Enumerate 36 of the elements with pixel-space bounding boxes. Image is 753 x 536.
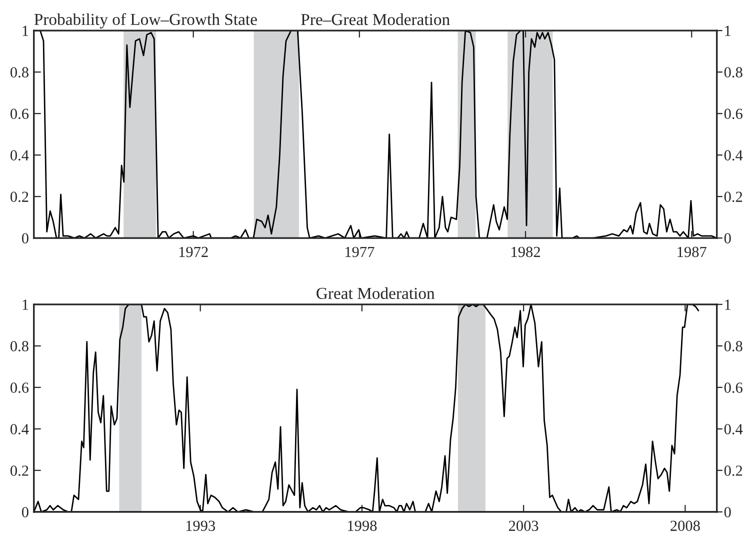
y-tick-label: 1 (22, 300, 28, 310)
y2-tick-label: 0.4 (724, 424, 743, 434)
y-tick-label: 0 (22, 233, 28, 244)
line-series (34, 304, 700, 512)
y2-tick-label: 0.6 (724, 108, 742, 120)
x-tick-label: 1998 (348, 520, 377, 531)
x-tick-label: 1982 (512, 246, 540, 258)
chart-title: Pre–Great Moderation (301, 13, 450, 26)
x-tick-label: 1993 (186, 520, 216, 531)
x-tick-label: 1972 (179, 246, 208, 258)
chart-title: Great Moderation (316, 287, 435, 300)
y2-tick-label: 1 (725, 26, 731, 36)
y2-tick-label: 1 (725, 300, 731, 310)
y2-tick-label: 0.8 (724, 341, 742, 352)
y2-tick-label: 0 (724, 507, 731, 518)
x-tick-label: 1977 (345, 246, 374, 258)
y-tick-label: 0.8 (10, 341, 28, 352)
y-tick-label: 1 (22, 26, 28, 36)
y2-tick-label: 0.8 (724, 67, 742, 78)
y-tick-label: 0.6 (10, 108, 29, 120)
x-tick-label: 2003 (508, 520, 538, 531)
x-tick-label: 1987 (678, 246, 706, 258)
y-tick-label: 0 (22, 507, 28, 518)
x-tick-label: 2008 (670, 520, 700, 531)
y2-tick-label: 0.2 (724, 466, 742, 476)
y2-tick-label: 0.4 (724, 150, 743, 161)
y-tick-label: 0.6 (10, 382, 29, 393)
y-tick-label: 0.8 (10, 67, 28, 78)
y2-tick-label: 0.6 (724, 382, 742, 393)
y-tick-label: 0.2 (10, 466, 28, 476)
y-axis-title: Probability of Low–Growth State (34, 13, 257, 28)
y-tick-label: 0.4 (10, 424, 29, 434)
y2-tick-label: 0.2 (724, 192, 742, 202)
y-tick-label: 0.4 (10, 150, 29, 161)
y-tick-label: 0.2 (10, 192, 28, 202)
y2-tick-label: 0 (724, 233, 731, 244)
